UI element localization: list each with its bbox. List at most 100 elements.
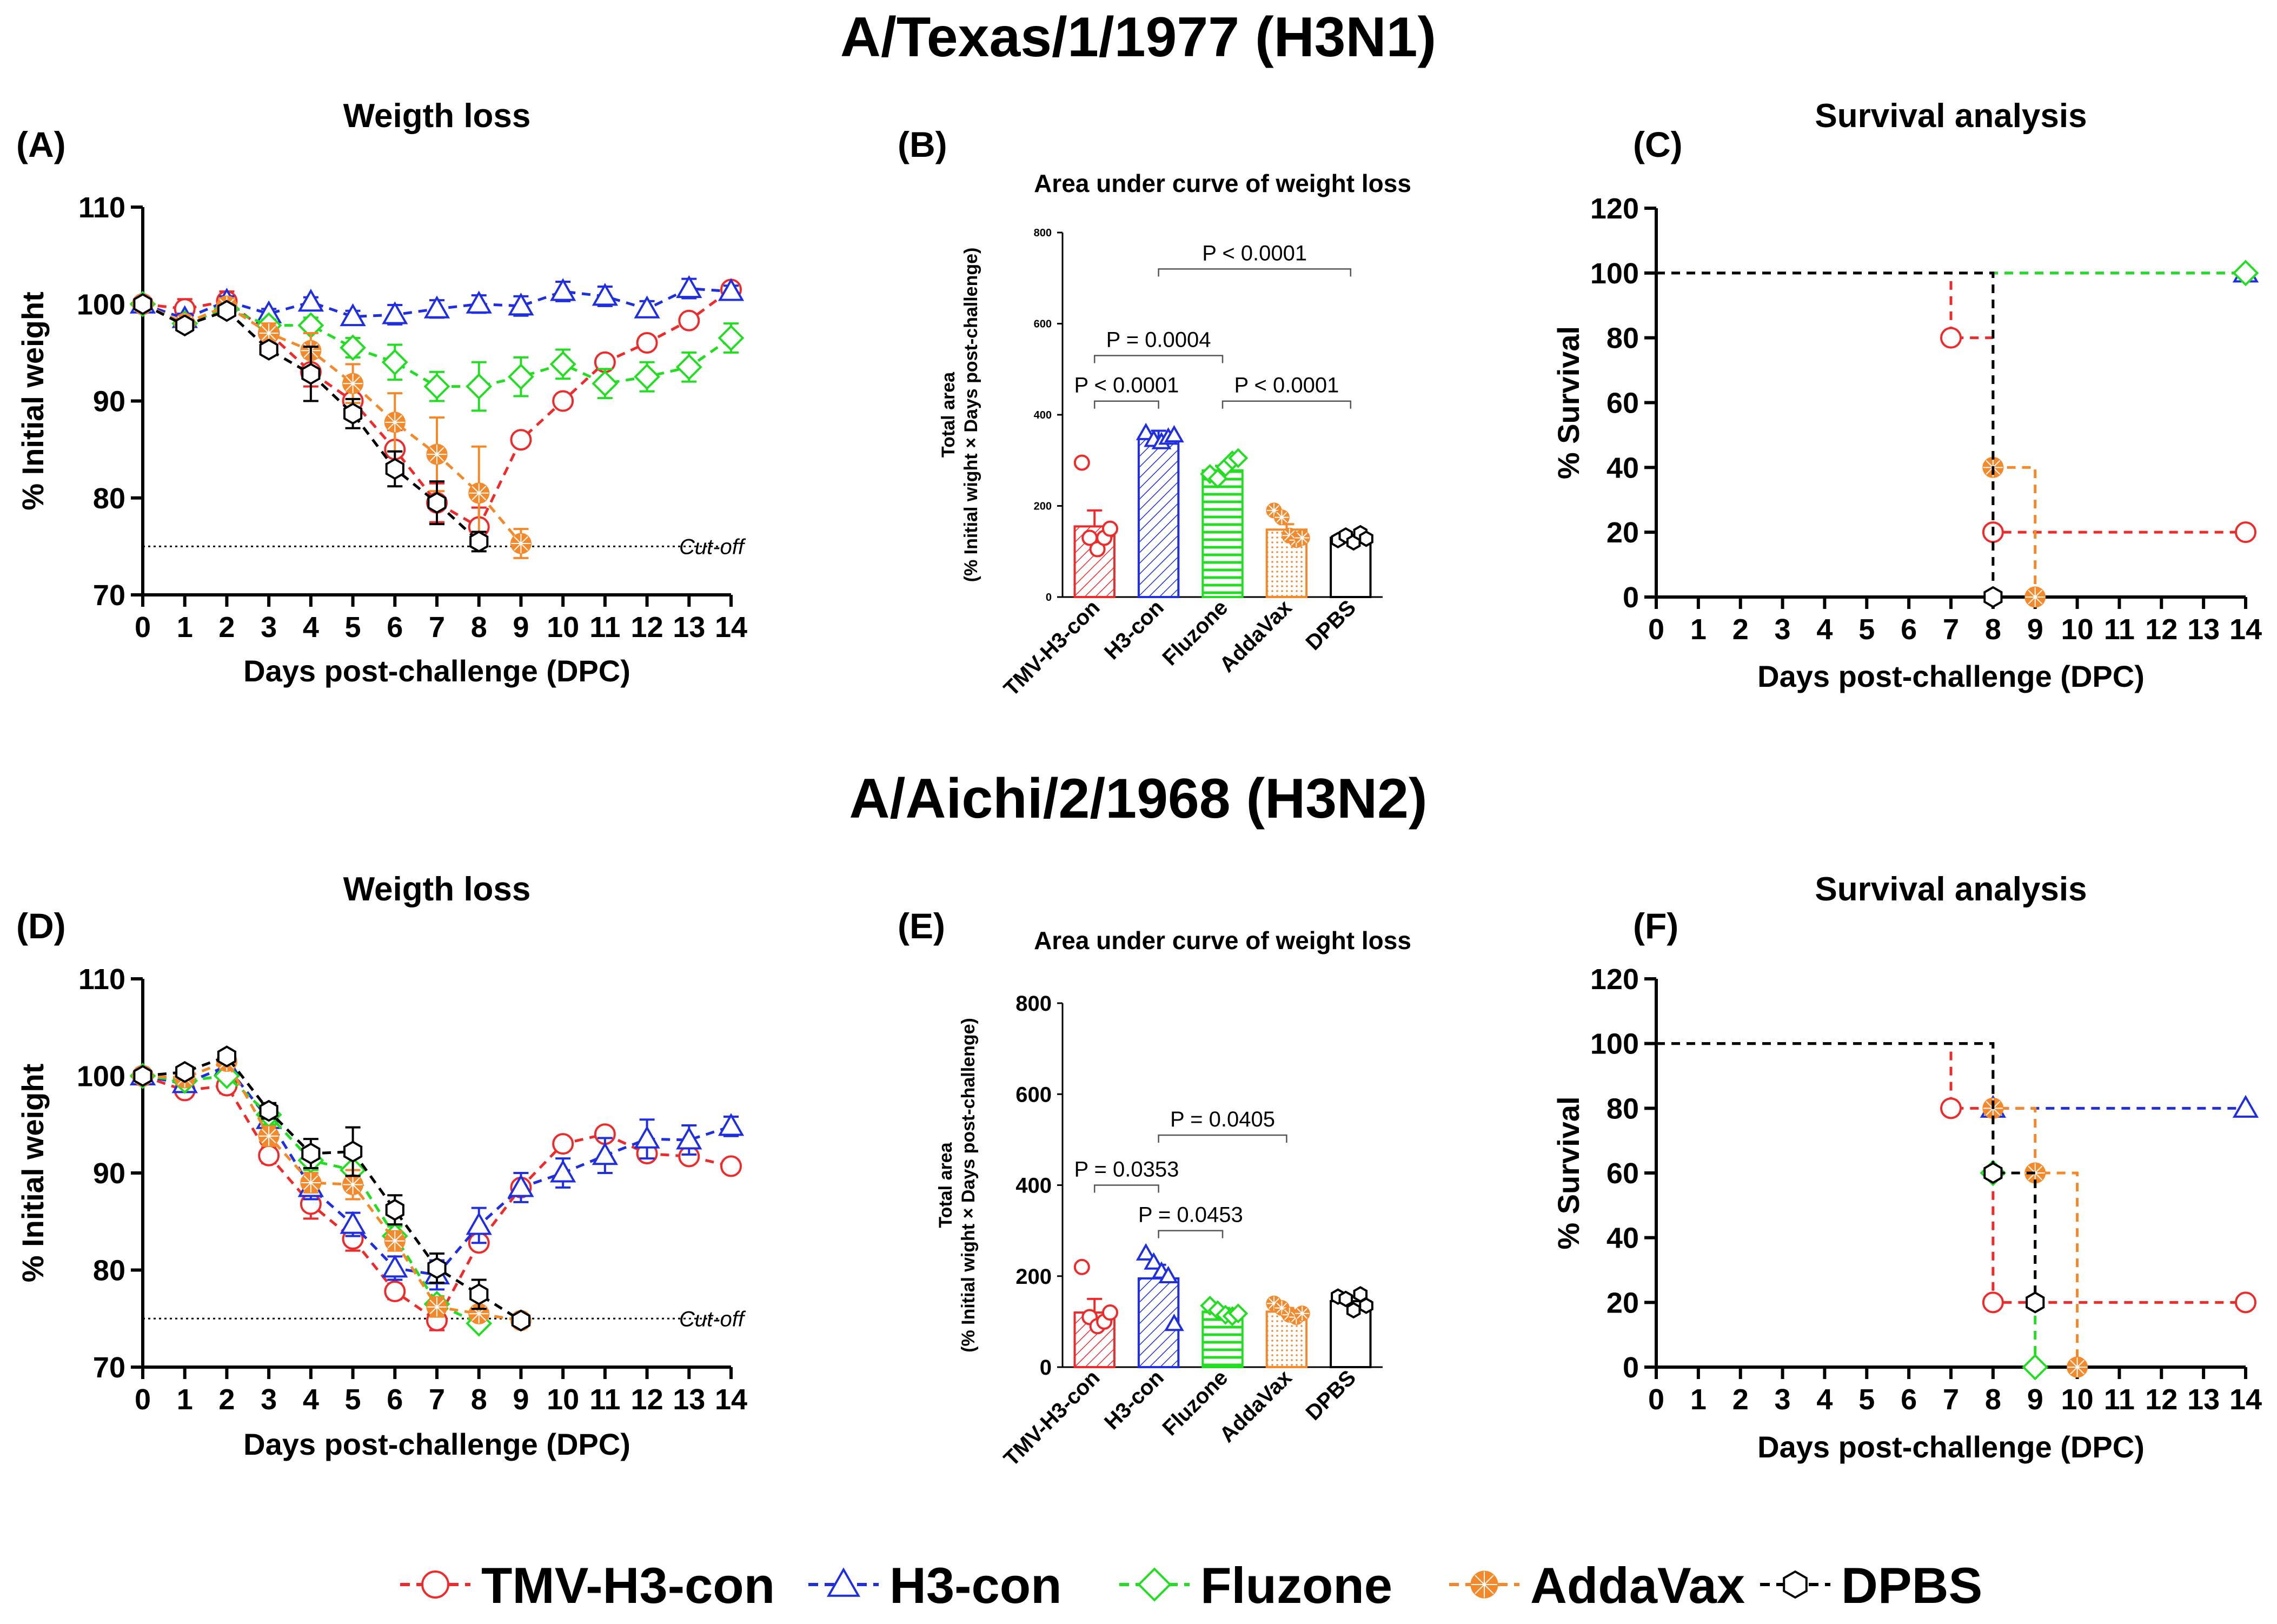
y-axis-label: Total area (938, 372, 959, 458)
data-point (592, 1142, 619, 1165)
data-point (301, 1142, 321, 1165)
data-point (258, 322, 280, 344)
x-tick-label: 7 (429, 611, 445, 644)
data-point (469, 1283, 489, 1305)
series-h3-con (1656, 260, 2259, 283)
data-point (1940, 1097, 1962, 1119)
x-axis-label: Days post-challenge (DPC) (243, 1427, 630, 1461)
y-tick-label: 90 (93, 386, 125, 418)
series-line (1656, 271, 2246, 534)
data-point (343, 1141, 363, 1163)
data-point (423, 295, 450, 319)
series-addavax (1656, 271, 2046, 608)
cutoff-label: Cut-off (679, 1307, 746, 1331)
y-tick-label: 200 (1034, 501, 1052, 513)
data-point (1136, 1243, 1156, 1261)
category-label: DPBS (1301, 1366, 1360, 1425)
x-tick-label: 4 (1816, 613, 1833, 646)
y-tick-label: 80 (93, 482, 125, 515)
data-point (1983, 586, 2003, 608)
legend-item-h3-con: H3-con (808, 1557, 1062, 1614)
series-line (142, 288, 732, 529)
x-tick-label: 3 (261, 1383, 277, 1416)
x-tick-label: 4 (1816, 1383, 1833, 1416)
series-line (142, 1055, 522, 1322)
panel-title: Survival analysis (1815, 97, 2087, 135)
series-line (142, 1075, 732, 1323)
x-tick-label: 0 (1648, 613, 1664, 646)
y-tick-label: 90 (93, 1157, 125, 1190)
data-point (549, 1159, 576, 1183)
y-tick-label: 80 (93, 1255, 125, 1287)
data-point (675, 354, 702, 381)
data-point (1144, 1252, 1164, 1270)
data-point (466, 1212, 492, 1235)
x-tick-label: 14 (715, 611, 747, 644)
data-point (2022, 1354, 2049, 1381)
x-tick-label: 9 (513, 1383, 529, 1416)
y-tick-label: 110 (78, 191, 125, 224)
y-tick-label: 100 (77, 288, 125, 321)
series-dpbs (1656, 271, 2003, 608)
y-tick-label: 800 (1015, 992, 1052, 1016)
data-point (258, 1144, 280, 1166)
x-tick-label: 11 (2104, 613, 2135, 646)
data-point (1346, 1302, 1361, 1319)
x-tick-label: 3 (1775, 613, 1791, 646)
data-point (634, 295, 660, 319)
significance-bracket (1093, 1184, 1159, 1193)
data-point (1940, 327, 1962, 349)
data-point (552, 1133, 574, 1155)
x-tick-label: 7 (1943, 613, 1959, 646)
x-tick-label: 5 (345, 1383, 361, 1416)
data-point (427, 1257, 447, 1280)
x-axis-label: Days post-challenge (DPC) (1757, 1430, 2145, 1464)
data-point (343, 402, 363, 425)
category-label: TMV-H3-con (999, 1366, 1105, 1471)
x-tick-label: 14 (715, 1383, 747, 1416)
y-tick-label: 0 (1040, 1356, 1052, 1380)
p-value-label: P = 0.0353 (1074, 1158, 1179, 1182)
data-point (592, 370, 619, 397)
series-line (1656, 1042, 2037, 1367)
data-point (466, 373, 493, 400)
x-tick-label: 12 (2145, 613, 2178, 646)
data-point (1273, 509, 1290, 526)
y-tick-label: 800 (1034, 227, 1052, 239)
data-point (468, 482, 490, 504)
data-point (1983, 1162, 2003, 1184)
x-tick-label: 6 (387, 611, 403, 644)
data-point (1073, 454, 1090, 471)
x-axis-label: Days post-challenge (DPC) (1757, 659, 2145, 693)
data-point (385, 458, 404, 480)
x-tick-label: 4 (303, 1383, 319, 1416)
y-axis-label-units: (% Initial wight × Days post-challenge) (958, 1018, 979, 1353)
data-point (718, 278, 745, 301)
y-axis-label-units: (% Initial wight × Days post-challenge) (961, 248, 981, 582)
data-point (175, 1061, 195, 1083)
legend-item-tmv-h3-con: TMV-H3-con (400, 1557, 775, 1614)
x-tick-label: 2 (1732, 1383, 1749, 1416)
x-tick-label: 1 (1690, 613, 1707, 646)
data-point (214, 1063, 240, 1089)
data-point (300, 1172, 322, 1194)
x-tick-label: 13 (2187, 1383, 2220, 1416)
legend: TMV-H3-con H3-con Fluzone AddaVax DPBS (400, 1557, 1982, 1614)
x-tick-label: 10 (547, 1383, 579, 1416)
data-point (2235, 1291, 2256, 1314)
x-tick-label: 3 (261, 611, 277, 644)
significance-bracket (1093, 400, 1159, 409)
data-point (510, 533, 532, 554)
x-tick-label: 10 (547, 611, 579, 644)
data-point (427, 492, 447, 514)
data-point (508, 1174, 534, 1197)
legend-marker (1470, 1570, 1498, 1599)
y-tick-label: 200 (1015, 1265, 1052, 1289)
series-line (1656, 1042, 2037, 1303)
y-tick-label: 20 (1606, 1287, 1639, 1319)
panel-title: Survival analysis (1815, 871, 2087, 908)
series-line (1656, 1042, 2246, 1304)
series-tmv-h3-con (1656, 271, 2256, 543)
significance-bracket (1158, 1230, 1224, 1238)
x-tick-label: 8 (471, 611, 487, 644)
